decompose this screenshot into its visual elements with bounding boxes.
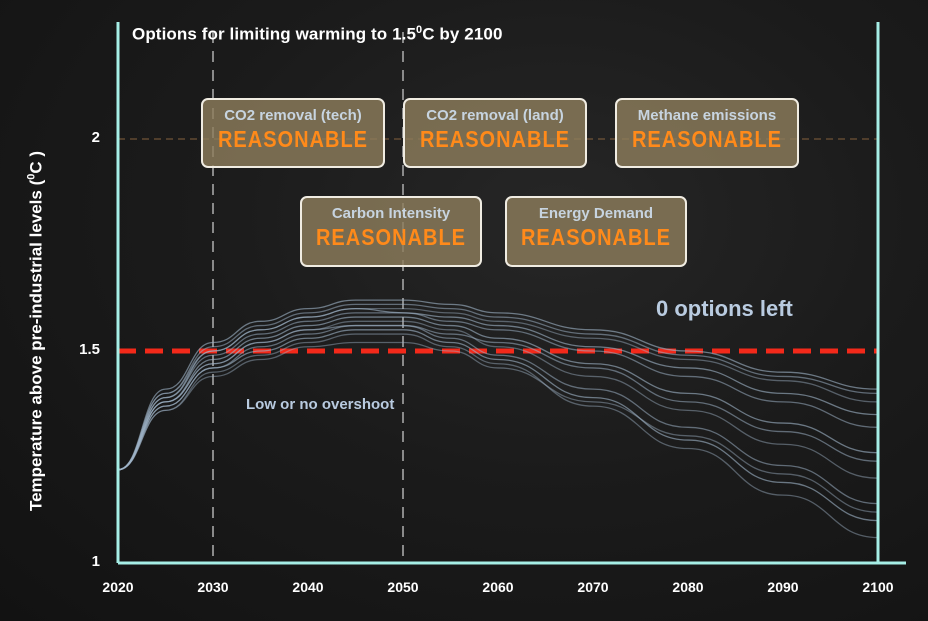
x-tick-label-2070: 2070 [577,579,609,595]
option-card-co2-removal-tech: CO2 removal (tech) REASONABLE [201,98,385,168]
option-card-status: REASONABLE [520,225,671,251]
pathway-line-11 [117,324,879,471]
y-axis-label-degree: 0 [25,173,38,180]
x-tick-label-2040: 2040 [292,579,324,595]
pathway-line-3 [117,316,879,471]
y-axis-label: Temperature above pre-industrial levels … [26,151,47,511]
overshoot-annotation: Low or no overshoot [246,396,395,413]
chart-title-tail: C by 2100 [422,24,503,44]
option-card-status: REASONABLE [631,127,782,153]
chart-title-degree: 0 [416,24,423,36]
pathway-line-9 [117,307,879,471]
option-card-title: Methane emissions [637,107,777,124]
y-axis-label-tail: C ) [26,150,46,174]
pathway-line-6 [117,329,879,522]
x-tick-label-2030: 2030 [197,579,229,595]
x-tick-label-2100: 2100 [862,579,894,595]
option-card-co2-removal-land: CO2 removal (land) REASONABLE [403,98,587,168]
option-card-title: Carbon Intensity [331,205,451,222]
option-card-title: Energy Demand [538,205,654,222]
option-card-methane-emissions: Methane emissions REASONABLE [615,98,799,168]
y-tick-label-1-5: 1.5 [79,341,100,358]
option-card-energy-demand: Energy Demand REASONABLE [505,196,687,267]
x-tick-label-2050: 2050 [387,579,419,595]
chart-title-main: Options for limiting warming to 1.5 [132,24,417,44]
option-card-status: REASONABLE [217,127,368,153]
pathway-line-10 [117,341,879,513]
x-tick-label-2020: 2020 [102,579,134,595]
option-card-status: REASONABLE [315,225,466,251]
y-axis-label-main: Temperature above pre-industrial levels … [26,179,46,512]
option-card-title: CO2 removal (tech) [224,107,362,124]
pathway-line-8 [117,303,879,471]
option-card-status: REASONABLE [419,127,570,153]
x-tick-label-2060: 2060 [482,579,514,595]
option-card-title: CO2 removal (land) [426,107,564,124]
chart-title: Options for limiting warming to 1.50C by… [132,24,503,45]
option-card-carbon-intensity: Carbon Intensity REASONABLE [300,196,482,267]
x-tick-label-2090: 2090 [767,579,799,595]
options-left-counter: 0 options left [656,296,793,321]
y-tick-label-1: 1 [91,553,100,570]
pathway-line-12 [117,299,879,471]
y-tick-label-2: 2 [91,129,100,146]
pathway-line-1 [117,307,879,471]
x-tick-label-2080: 2080 [672,579,704,595]
pathway-line-7 [117,333,879,539]
